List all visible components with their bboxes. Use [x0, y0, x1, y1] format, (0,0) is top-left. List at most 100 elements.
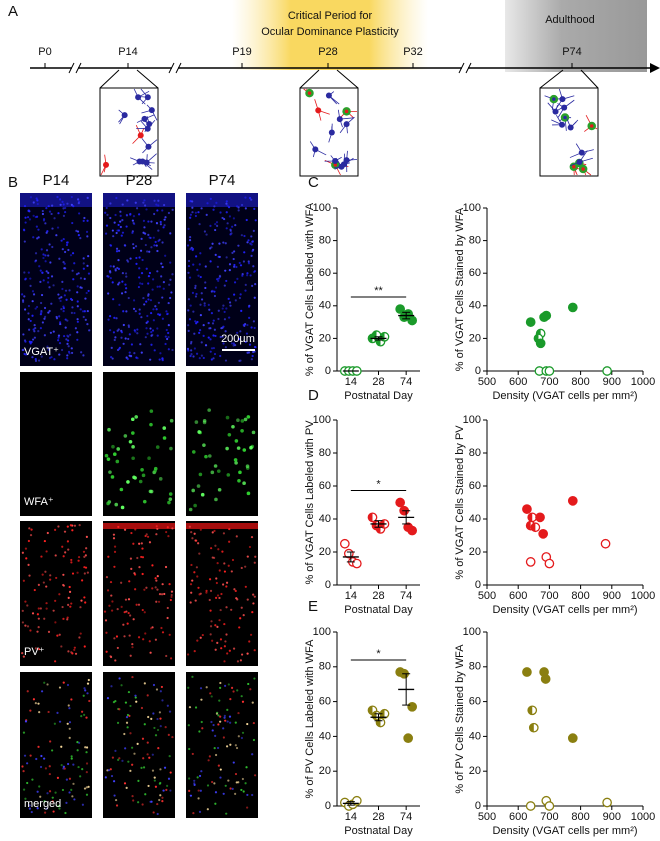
cell-signal [156, 812, 159, 816]
cell-signal [31, 290, 35, 293]
x-tick-label: 74 [400, 376, 412, 388]
cell-signal [60, 308, 63, 311]
cell-signal [21, 652, 24, 655]
cell-signal [65, 243, 69, 247]
cell-signal [164, 335, 167, 338]
x-tick-label: 74 [400, 590, 412, 602]
cell-signal [26, 216, 30, 219]
cell-signal [159, 781, 162, 785]
cell-signal [196, 484, 201, 488]
cell-signal [245, 218, 248, 222]
cell-signal [126, 622, 129, 625]
cell-signal [206, 784, 210, 787]
cell-signal [73, 646, 76, 649]
cell-signal [202, 356, 205, 360]
panel-label: B [8, 174, 18, 191]
cell-signal [23, 240, 26, 243]
cell-signal [37, 228, 40, 231]
inset-zoom [539, 69, 599, 89]
cell-signal [235, 597, 238, 600]
cell-signal [104, 776, 107, 779]
cell-signal [224, 330, 227, 333]
cell-signal [229, 304, 232, 307]
cell-signal [121, 203, 124, 206]
cell-signal [107, 555, 110, 558]
cell-signal [210, 695, 213, 698]
break-gap [462, 63, 468, 73]
cell-signal [239, 659, 242, 662]
cell-signal [36, 199, 39, 202]
cell-signal [211, 242, 214, 245]
cell-signal [113, 637, 116, 640]
cell-signal [230, 686, 234, 690]
cell-signal [234, 343, 237, 347]
cell-signal [155, 688, 159, 691]
cell-signal [115, 459, 120, 464]
cell-signal [83, 713, 86, 717]
cell-signal [244, 283, 247, 286]
cell-signal [214, 544, 217, 547]
cell-signal [124, 337, 127, 340]
cell-signal [217, 714, 220, 717]
cell-signal [247, 260, 250, 263]
cell-signal [124, 291, 127, 294]
marker [600, 538, 611, 549]
cell-signal [248, 545, 252, 549]
cell-signal [22, 731, 26, 734]
cell-signal [164, 254, 167, 257]
cell-signal [156, 270, 159, 273]
cell-signal [21, 609, 24, 612]
cell-signal [224, 784, 227, 787]
cell-signal [45, 585, 48, 588]
cell-signal [39, 327, 42, 330]
cell-signal [204, 344, 208, 347]
cell-signal [231, 251, 234, 254]
cell-signal [171, 273, 174, 276]
cell-signal [147, 220, 150, 223]
cell-signal [84, 689, 87, 692]
cell-signal [143, 232, 147, 235]
cell-signal [236, 418, 240, 422]
cell-signal [161, 800, 164, 803]
cell-signal [195, 352, 199, 355]
cell-signal [129, 557, 133, 560]
cell-signal [130, 354, 133, 358]
cell-signal [151, 564, 154, 567]
cell-signal [49, 740, 52, 743]
cell-signal [196, 575, 199, 578]
cell-signal [129, 654, 132, 657]
error-bar [402, 311, 411, 320]
cell-signal [218, 596, 221, 600]
cell-signal [126, 726, 129, 729]
cell-signal [45, 602, 48, 605]
cell-signal [71, 221, 74, 225]
cell-signal [141, 572, 144, 576]
cell-signal [159, 725, 162, 728]
cell-signal [211, 289, 214, 292]
cell-signal [149, 236, 152, 240]
cell-signal [199, 303, 202, 306]
cell-signal [31, 300, 34, 303]
cell-signal [210, 547, 213, 550]
cell-signal [206, 202, 209, 205]
cell-signal [123, 782, 127, 785]
cell-signal [84, 554, 87, 557]
marker [544, 558, 555, 569]
cell-signal [234, 589, 237, 593]
cell-signal [187, 271, 190, 274]
age-label: P28 [318, 46, 338, 58]
cell-signal [213, 556, 216, 559]
cell-signal [208, 598, 211, 602]
cell-signal [134, 415, 139, 419]
cell-signal [23, 308, 27, 311]
cell-signal [247, 262, 251, 265]
cell-signal [186, 653, 190, 656]
cell-signal [132, 475, 136, 480]
cell-signal [60, 239, 63, 242]
cell-signal [25, 557, 28, 560]
cell-signal [233, 250, 236, 253]
cell-signal [51, 796, 54, 799]
cell-signal [219, 608, 222, 612]
critical-period-label: Critical Period for [288, 10, 373, 22]
cell-signal [43, 334, 46, 337]
